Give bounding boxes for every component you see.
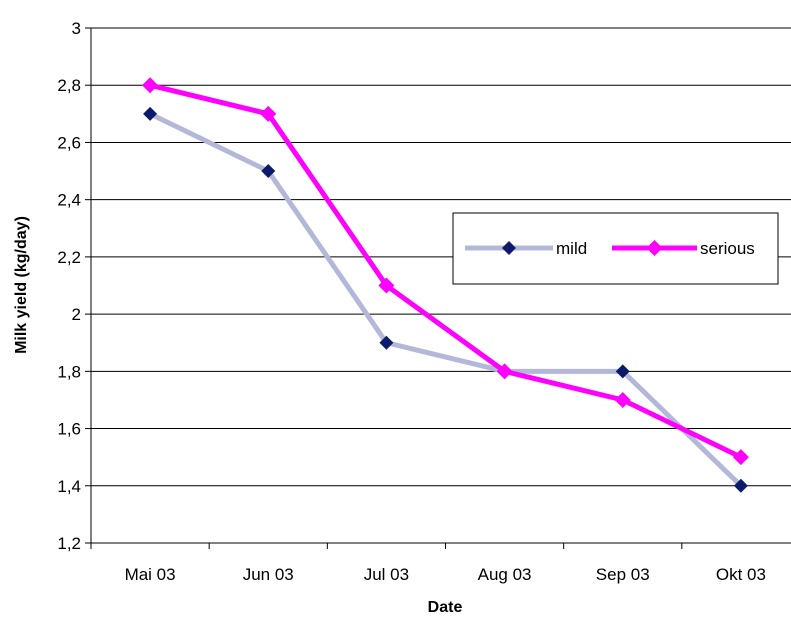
x-tick-label: Jul 03 (364, 565, 409, 584)
series-mild (143, 106, 748, 493)
y-tick-label: 1,8 (57, 362, 81, 381)
y-tick-label: 2 (72, 305, 81, 324)
data-point-serious (142, 77, 159, 94)
legend-items: mild serious (465, 239, 755, 258)
data-point-serious (732, 449, 749, 466)
series-line-mild (148, 111, 743, 488)
x-tick-label: Jun 03 (243, 565, 294, 584)
y-tick-label: 2,4 (57, 191, 81, 210)
data-point-mild (143, 106, 158, 121)
y-axis-title: Milk yield (kg/day) (13, 216, 30, 354)
x-axis-title: Date (428, 599, 463, 616)
data-point-mild (379, 335, 394, 350)
legend: mild serious (452, 212, 779, 285)
legend-swatch-marker (646, 240, 663, 256)
data-point-serious (614, 391, 631, 408)
x-tick-labels: Mai 03 Jun 03 Jul 03 Aug 03 Sep 03 Okt 03 (125, 565, 766, 584)
series-line-serious (149, 82, 743, 460)
y-tick-label: 2,8 (57, 76, 81, 95)
data-point-mild (261, 164, 276, 179)
series (142, 77, 749, 493)
series-serious (142, 77, 749, 466)
data-point-serious (378, 277, 395, 294)
legend-item-mild: mild (465, 239, 587, 258)
data-point-serious (260, 105, 277, 122)
y-tick-label: 2,2 (57, 248, 81, 267)
data-point-mild (615, 364, 630, 379)
x-tick-label: Okt 03 (716, 565, 766, 584)
data-point-serious (496, 363, 513, 380)
y-tick-label: 1,6 (57, 420, 81, 439)
legend-label: serious (700, 239, 755, 258)
axes (85, 27, 791, 549)
legend-swatch-marker (502, 241, 516, 255)
y-tick-labels: 1,2 1,4 1,6 1,8 2 2,2 2,4 2,6 2,8 3 (57, 19, 81, 553)
data-point-mild (733, 478, 748, 493)
x-tick-label: Mai 03 (125, 565, 176, 584)
y-tick-label: 3 (72, 19, 81, 38)
legend-item-serious: serious (612, 239, 755, 258)
legend-label: mild (556, 239, 587, 258)
x-tick-label: Sep 03 (596, 565, 650, 584)
y-tick-label: 1,4 (57, 477, 81, 496)
x-tick-label: Aug 03 (478, 565, 532, 584)
y-tick-label: 2,6 (57, 133, 81, 152)
y-tick-label: 1,2 (57, 534, 81, 553)
